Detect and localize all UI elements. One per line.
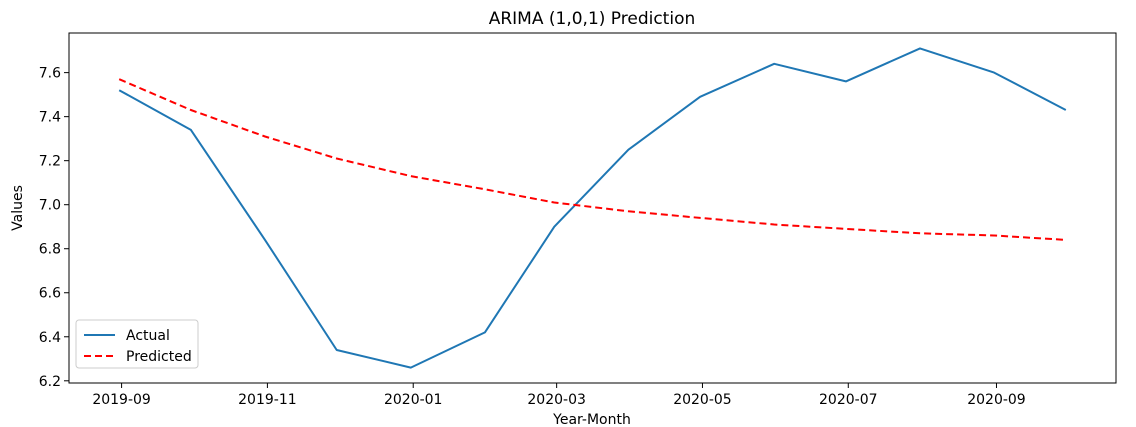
y-tick-label: 7.6	[39, 66, 61, 82]
data-point-actual	[1065, 109, 1067, 111]
data-point-actual	[773, 63, 775, 65]
x-tick-label: 2019-09	[92, 392, 151, 408]
chart-title: ARIMA (1,0,1) Prediction	[489, 9, 696, 29]
data-point-predicted	[336, 158, 338, 160]
x-tick-label: 2020-01	[384, 392, 443, 408]
data-point-predicted	[410, 175, 412, 177]
x-tick-label: 2020-09	[967, 392, 1026, 408]
x-axis-label: Year-Month	[552, 412, 631, 427]
data-point-predicted	[845, 228, 847, 230]
data-point-predicted	[993, 235, 995, 237]
data-point-predicted	[190, 109, 192, 111]
y-tick-label: 7.0	[39, 198, 61, 214]
legend-label-actual: Actual	[126, 328, 170, 344]
data-point-actual	[410, 367, 412, 369]
data-point-actual	[484, 331, 486, 333]
y-tick-label: 6.6	[39, 286, 61, 302]
y-tick-label: 6.8	[39, 242, 61, 258]
x-tick-label: 2020-07	[819, 392, 878, 408]
data-point-actual	[553, 226, 555, 228]
data-point-predicted	[1065, 239, 1067, 241]
data-point-predicted	[553, 202, 555, 204]
data-point-actual	[336, 349, 338, 351]
data-point-actual	[627, 149, 629, 151]
data-point-predicted	[118, 78, 120, 80]
series-line-predicted	[118, 78, 1066, 241]
data-point-predicted	[264, 136, 266, 138]
series-line-actual	[118, 47, 1067, 369]
y-axis-label: Values	[10, 185, 26, 231]
legend-label-predicted: Predicted	[126, 349, 192, 365]
data-point-predicted	[773, 224, 775, 226]
data-point-predicted	[699, 217, 701, 219]
data-point-actual	[993, 72, 995, 74]
data-point-actual	[118, 89, 120, 91]
legend: Actual Predicted	[75, 319, 199, 369]
y-tick-label: 6.4	[39, 330, 61, 346]
data-point-predicted	[484, 188, 486, 190]
y-tick-label: 6.2	[39, 374, 61, 390]
y-tick-label: 7.4	[39, 110, 61, 126]
data-point-actual	[264, 239, 266, 241]
x-tick-label: 2020-05	[673, 392, 732, 408]
x-tick-label: 2019-11	[238, 392, 297, 408]
data-point-actual	[919, 47, 921, 49]
data-point-predicted	[627, 210, 629, 212]
y-tick-label: 7.2	[39, 154, 61, 170]
data-point-actual	[845, 80, 847, 82]
plot-frame	[68, 32, 1117, 384]
data-point-actual	[699, 96, 701, 98]
x-tick-label: 2020-03	[527, 392, 586, 408]
data-point-predicted	[919, 232, 921, 234]
plot-area: 2019-09 2019-11 2020-01 2020-03 2020-05 2020-…	[39, 32, 1117, 408]
data-point-actual	[190, 129, 192, 131]
